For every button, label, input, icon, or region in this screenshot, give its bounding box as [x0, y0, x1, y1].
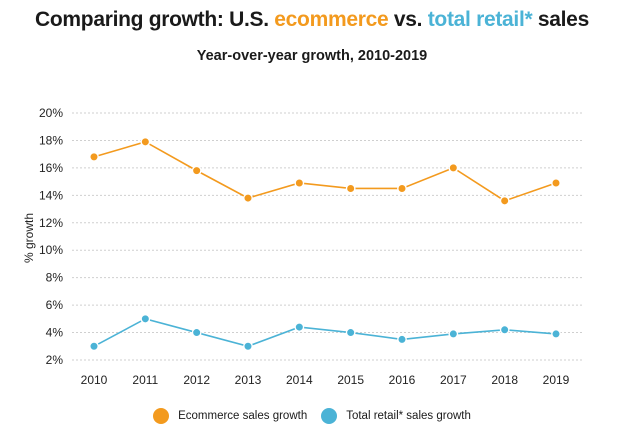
- series-line-retail: [93, 317, 557, 348]
- data-point-retail: [89, 341, 99, 352]
- y-tick-label: 4%: [46, 326, 64, 340]
- y-tick-label: 16%: [39, 161, 63, 175]
- series-line-ecommerce: [93, 140, 557, 202]
- x-tick-label: 2018: [491, 373, 518, 387]
- x-tick-label: 2012: [183, 373, 210, 387]
- data-point-ecommerce: [397, 183, 407, 194]
- y-tick-label: 10%: [39, 243, 63, 257]
- title-suffix: sales: [532, 8, 589, 31]
- title-retail: total retail*: [427, 8, 533, 31]
- data-point-retail: [191, 327, 202, 338]
- data-point-ecommerce: [499, 195, 510, 206]
- y-tick-label: 20%: [39, 106, 63, 120]
- data-point-ecommerce: [345, 183, 356, 194]
- x-tick-label: 2013: [235, 373, 262, 387]
- y-tick-label: 18%: [39, 133, 63, 147]
- data-point-retail: [448, 329, 459, 339]
- legend-dot-ecommerce: [153, 408, 170, 424]
- x-tick-label: 2015: [337, 373, 364, 387]
- data-point-retail: [551, 329, 561, 339]
- data-point-retail: [140, 313, 151, 324]
- x-tick-label: 2016: [389, 373, 416, 387]
- x-tick-label: 2019: [543, 373, 570, 387]
- legend: Ecommerce sales growth Total retail* sal…: [0, 408, 624, 424]
- y-axis-label: % growth: [22, 213, 36, 263]
- data-point-ecommerce: [551, 178, 561, 188]
- data-point-retail: [397, 334, 407, 345]
- data-point-retail: [499, 324, 510, 335]
- data-point-ecommerce: [243, 193, 253, 203]
- legend-label-ecommerce: Ecommerce sales growth: [178, 410, 308, 422]
- x-tick-label: 2014: [286, 373, 313, 387]
- x-tick-label: 2010: [81, 373, 108, 387]
- chart-subtitle: Year-over-year growth, 2010-2019: [196, 48, 428, 64]
- y-tick-label: 6%: [46, 298, 64, 312]
- y-tick-label: 2%: [46, 353, 64, 367]
- data-point-ecommerce: [294, 178, 305, 188]
- title-mid: vs.: [388, 8, 428, 31]
- data-point-retail: [294, 322, 305, 332]
- y-tick-label: 8%: [46, 271, 64, 285]
- x-tick-label: 2011: [132, 373, 158, 387]
- legend-dot-retail: [321, 408, 338, 424]
- chart-title: Comparing growth: U.S. ecommerce vs. tot…: [0, 8, 624, 32]
- data-point-ecommerce: [140, 136, 151, 147]
- x-tick-label: 2017: [440, 373, 467, 387]
- title-prefix: Comparing growth: U.S.: [35, 8, 275, 31]
- data-point-retail: [243, 341, 253, 352]
- data-point-retail: [345, 327, 356, 338]
- data-point-ecommerce: [448, 162, 459, 173]
- data-point-ecommerce: [89, 152, 99, 162]
- legend-label-retail: Total retail* sales growth: [346, 410, 471, 422]
- title-ecommerce: ecommerce: [274, 8, 389, 31]
- y-tick-label: 14%: [39, 188, 63, 202]
- legend-item-ecommerce: Ecommerce sales growth: [153, 408, 307, 424]
- y-tick-label: 12%: [39, 216, 63, 230]
- legend-item-retail: Total retail* sales growth: [321, 408, 471, 424]
- data-point-ecommerce: [191, 165, 202, 176]
